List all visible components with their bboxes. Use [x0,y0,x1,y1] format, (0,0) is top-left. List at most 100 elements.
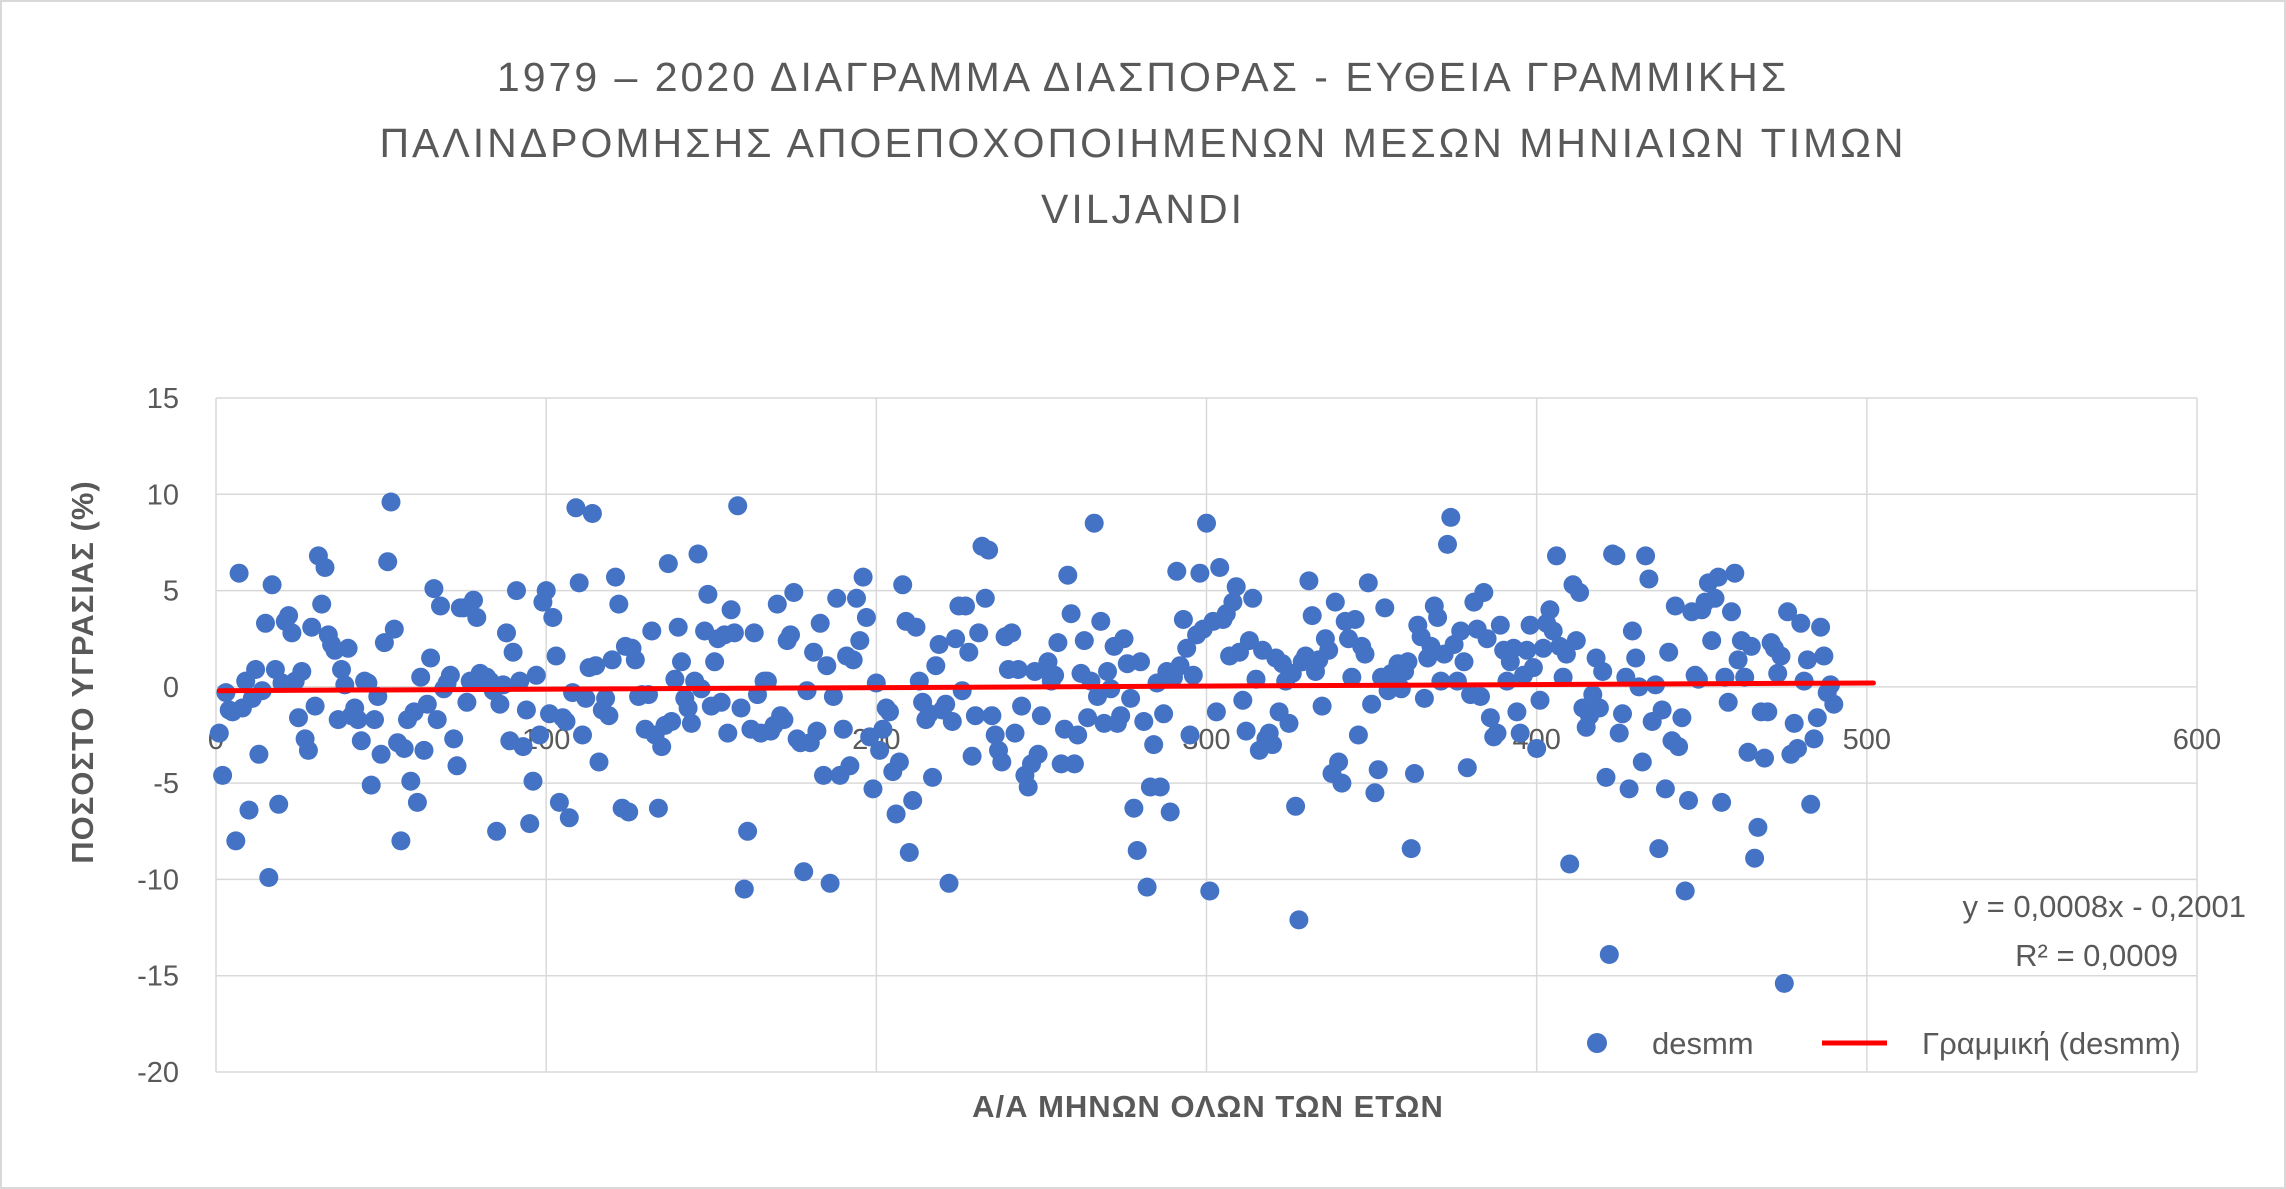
data-point [1741,636,1761,656]
data-point [1068,725,1088,745]
data-point [1755,748,1774,768]
data-point [1745,848,1765,868]
data-point [1811,617,1831,637]
data-point [391,831,411,851]
data-point [929,635,949,654]
data-point [1748,817,1768,837]
data-points [209,492,1844,993]
data-point [1345,610,1365,629]
data-point [1167,561,1187,581]
data-point [668,617,688,637]
data-point [658,554,678,574]
data-point [721,600,741,620]
data-point [1098,662,1117,681]
data-point [1801,794,1821,814]
data-point [338,638,358,658]
data-point [229,563,249,583]
data-point [1048,633,1068,653]
data-point [1173,610,1193,629]
data-point [411,667,431,687]
data-point [814,765,833,785]
data-point [969,623,989,643]
data-point [1134,712,1154,731]
data-point [1510,723,1530,743]
data-point [289,708,308,728]
data-point [1613,704,1632,724]
data-point [586,656,606,676]
data-point [1659,642,1679,662]
data-point [1487,723,1507,743]
data-point [507,581,526,601]
data-point [1233,690,1253,710]
data-point [606,567,625,587]
data-point [1286,796,1306,816]
data-point [1490,615,1510,635]
data-point [1589,698,1609,718]
data-point [1814,646,1834,666]
data-point [1791,613,1811,633]
data-point [1566,631,1586,651]
data-point [1124,798,1144,818]
data-point [1728,650,1748,670]
y-tick-label: -15 [137,961,179,993]
data-point [536,581,556,601]
data-point [589,752,609,772]
data-point [1540,600,1560,620]
data-point [292,662,312,681]
data-point [1712,792,1732,812]
data-point [853,567,873,587]
data-point [569,573,589,593]
data-point [731,698,751,718]
data-point [982,706,1002,726]
data-point [1530,690,1550,710]
data-point [774,710,794,730]
data-point [312,594,332,614]
data-point [870,740,890,760]
data-point [1084,513,1104,533]
y-axis-ticks: 15 10 5 0 -5 -10 -15 -20 [137,383,179,1089]
data-point [939,873,959,893]
data-point [1375,598,1395,618]
data-point [1365,783,1385,803]
data-point [1722,602,1741,622]
data-point [728,496,748,516]
x-tick-label: 500 [1843,724,1891,756]
data-point [903,791,923,810]
y-tick-label: 5 [163,576,179,608]
data-point [1477,629,1497,649]
data-point [1236,721,1256,741]
data-point [1778,602,1798,622]
data-point [672,652,691,672]
data-point [1804,729,1824,749]
chart-title-line-2: ΠΑΛΙΝΔΡΟΜΗΣΗΣ ΑΠΟΕΠΟΧΟΠΟΙΗΜΕΝΩΝ ΜΕΣΩΝ ΜΗ… [379,120,1907,166]
data-point [1226,577,1246,597]
data-point [381,492,401,512]
data-point [1005,723,1025,743]
data-point [332,660,351,679]
data-point [1606,546,1626,566]
data-point [549,792,569,812]
data-point [1497,671,1517,691]
data-point [378,552,398,572]
data-point [823,687,843,706]
data-point [1457,758,1477,778]
data-point [1570,583,1590,602]
data-point [1398,652,1418,672]
data-point [1774,973,1794,993]
data-point [1632,752,1652,772]
data-point [648,798,668,818]
data-point [625,650,645,670]
data-point [1299,571,1319,591]
data-point [1150,777,1170,797]
data-point [804,642,824,662]
data-point [464,590,483,610]
data-point [1051,754,1071,774]
data-point [262,575,282,595]
data-point [781,625,800,645]
data-point [490,694,510,714]
data-point [880,702,899,722]
data-point [856,608,876,627]
data-point [424,579,444,599]
data-point [457,692,477,712]
data-point [1031,706,1051,726]
